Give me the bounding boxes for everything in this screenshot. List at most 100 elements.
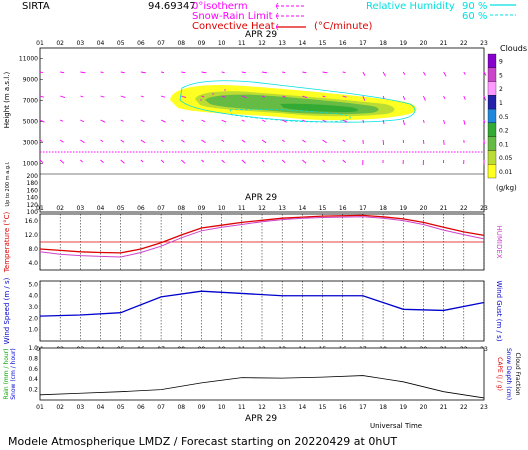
legend-convective-label: Convective Heat [192,21,275,32]
wind-arrow [140,139,146,144]
date-label-top: APR 29 [245,30,277,40]
hour-tick-label: 10 [218,404,226,411]
wind-arrow [39,159,44,164]
colorbar-label: 0.01 [499,169,513,176]
wind-arrow [322,139,327,144]
wind-arrow [281,119,287,123]
wind-arrow [241,119,245,122]
wind-arrow [423,95,426,101]
hour-tick-label: 14 [299,40,307,47]
colorbar-swatch [487,150,497,165]
wind-arrow [463,95,466,100]
hour-labels-top: 01 02 03 04 05 06 07 08 09 10 11 12 13 14 15 16 17 18 19 20… [36,40,488,47]
hour-tick-label: 03 [77,205,85,212]
colorbar-label: 9 [499,59,503,66]
hour-tick-label: 09 [198,205,206,212]
low-height-tick-label: 180 [27,180,39,187]
legend-units-label: (°C/minute) [314,21,373,32]
hour-labels-bottom: 01 02 03 04 05 06 07 08 09 10 11 12 13 14 15 16 17 18 19 20… [36,404,488,411]
wind-arrow [463,71,466,75]
hour-tick-label: 21 [440,205,448,212]
colorbar-swatch [487,122,497,137]
wind-arrow [483,71,487,76]
hour-tick-label: 01 [36,40,44,47]
temperature-line [39,214,485,254]
wind-arrow [39,95,44,98]
hour-tick-label: 20 [420,205,428,212]
low-height-tick-label: 140 [27,195,39,202]
wind-arrow [362,71,366,76]
wind-arrow [39,119,45,123]
wind-arrow [80,119,85,123]
panel-clouds-frame [39,47,485,213]
hour-tick-label: 01 [36,205,44,212]
height-tick-label: 11000 [19,56,38,63]
cloud-field [170,80,417,123]
hour-tick-label: 02 [56,205,64,212]
colorbar-unit: (g/kg) [496,184,517,192]
rain-axis: 0.2 0.4 0.6 0.8 1.0 [28,345,38,394]
hour-tick-label: 11 [238,205,246,212]
colorbar-swatch [487,95,497,110]
wind-arrow [39,139,43,143]
cloud-colorbar: 9 5 2 1 0.5 0.2 0.1 0.05 0.01 [487,53,513,179]
wind-arrow [342,139,346,143]
wind-arrow [261,95,265,98]
wind-arrow [160,139,164,143]
hour-tick-label: 16 [339,205,347,212]
low-height-tick-label: 160 [27,187,39,194]
wind-arrow [322,71,328,74]
wind-arrow [100,71,104,73]
wind-tick-label: 4.0 [28,293,38,300]
colorbar-title: Clouds [500,44,527,53]
hour-tick-label: 10 [218,205,226,212]
gust-axis-label: Wind Gust (m / s) [495,280,503,341]
hour-tick-label: 11 [238,40,246,47]
height-tick-label: 3000 [23,140,38,147]
wind-arrow [39,71,44,73]
wind-tick-label: 5.0 [28,281,38,288]
cape-axis-label: CAPE (J / g) [496,357,503,391]
wind-arrow [362,119,365,124]
colorbar-label: 0.1 [499,141,509,148]
legend-bracket-open [276,2,279,31]
wind-axis: 1.0 2.0 3.0 4.0 5.0 [28,281,38,333]
snow-axis-label: Snow (cm / hour) [10,348,17,400]
legend-rh-90: 90 % [462,1,487,12]
low-height-tick-label: 100 [27,209,39,216]
hour-tick-label: 23 [480,205,488,212]
height-axis-label-low: Up to 200 m a.g.l. [5,161,11,206]
hour-tick-label: 17 [359,40,367,47]
wind-arrow [261,159,265,163]
hour-tick-label: 07 [157,40,165,47]
rain-tick-label: 0.2 [28,387,38,394]
hour-tick-label: 19 [399,205,407,212]
panel-clouds: 01 02 03 04 05 06 07 08 09 10 11 12 13 14 15 16 17 18 19 20… [3,30,527,216]
colorbar-swatch [487,53,497,68]
legend-swatches [276,2,516,31]
wind-arrow [160,95,166,98]
wind-arrow [120,159,125,164]
wind-arrow [342,159,347,164]
wind-arrow [181,139,185,143]
wind-arrow [282,95,287,98]
rain-tick-label: 0.4 [28,376,38,383]
wind-arrow [120,95,126,98]
hour-tick-label: 20 [420,404,428,411]
wind-tick-label: 3.0 [28,304,38,311]
wind-arrow [80,139,85,144]
rain-tick-label: 0.6 [28,366,38,373]
hour-tick-label: 13 [278,205,286,212]
height-tick-label: 5000 [23,119,38,126]
wind-arrow [60,95,66,98]
wind-speed-line [39,290,485,317]
wind-arrow [221,95,226,98]
wind-arrow [140,119,145,123]
hour-tick-label: 06 [137,404,145,411]
wind-arrow [140,159,144,163]
date-label-mid: APR 29 [245,193,277,203]
wind-arrow [140,95,144,98]
panel-rain-frame [39,347,485,401]
